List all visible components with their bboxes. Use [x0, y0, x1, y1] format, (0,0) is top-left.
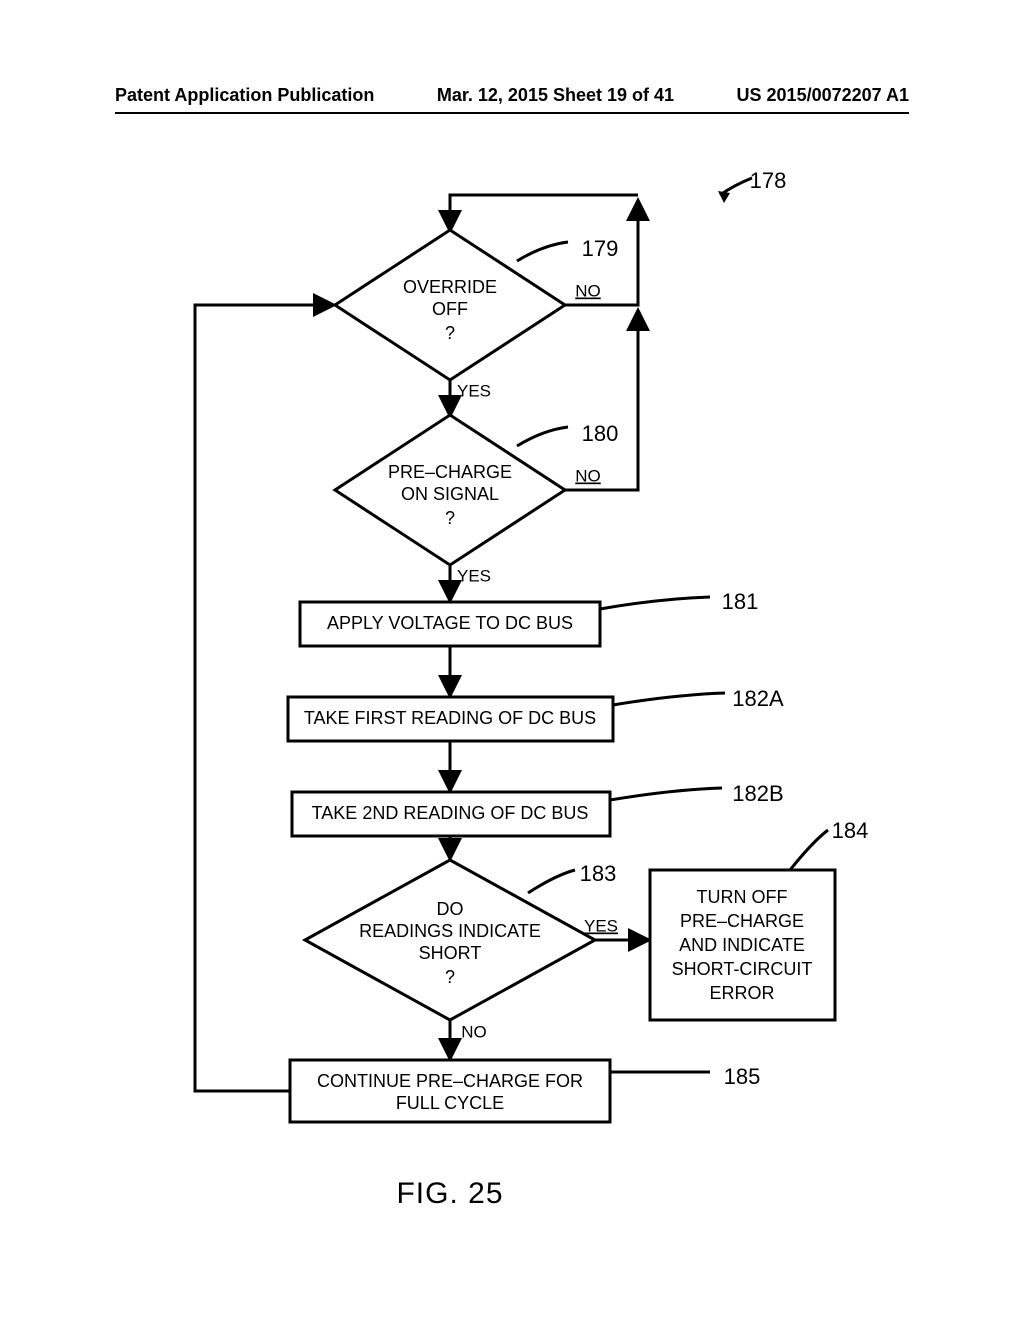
- d179-l2: OFF: [432, 299, 468, 319]
- leader-184: [790, 830, 828, 870]
- b185-l2: FULL CYCLE: [396, 1093, 504, 1113]
- leader-183: [528, 870, 575, 893]
- d180-l2: ON SIGNAL: [401, 484, 499, 504]
- d179-no-label: NO: [575, 281, 601, 300]
- d180-no-label: NO: [575, 466, 601, 485]
- b184-l4: SHORT-CIRCUIT: [672, 959, 813, 979]
- ref-183: 183: [580, 861, 617, 886]
- b182a-text: TAKE FIRST READING OF DC BUS: [304, 708, 596, 728]
- d179-l1: OVERRIDE: [403, 277, 497, 297]
- ref-180: 180: [582, 421, 619, 446]
- figure-label: FIG. 25: [396, 1177, 503, 1210]
- leader-182a: [613, 693, 725, 705]
- leader-178-arrow: [718, 191, 730, 203]
- ref-182a: 182A: [732, 686, 784, 711]
- b184-l1: TURN OFF: [697, 887, 788, 907]
- b182b-text: TAKE 2ND READING OF DC BUS: [312, 803, 589, 823]
- d180-yes-label: YES: [457, 566, 491, 585]
- d183-yes-label: YES: [584, 916, 618, 935]
- ref-179: 179: [582, 236, 619, 261]
- d183-l1: DO: [437, 899, 464, 919]
- ref-182b: 182B: [732, 781, 783, 806]
- b181-text: APPLY VOLTAGE TO DC BUS: [327, 613, 573, 633]
- b184-l5: ERROR: [709, 983, 774, 1003]
- leader-182b: [610, 788, 722, 800]
- d183-l4: ?: [445, 967, 455, 987]
- edge-entry-to-d179: [450, 195, 598, 230]
- d183-l3: SHORT: [419, 943, 482, 963]
- edge-d180-no: [565, 311, 638, 490]
- d180-l3: ?: [445, 508, 455, 528]
- ref-184: 184: [832, 818, 869, 843]
- ref-185: 185: [724, 1064, 761, 1089]
- leader-181: [600, 597, 710, 609]
- flowchart-svg: OVERRIDE OFF ? YES NO PRE–CHARGE ON SIGN…: [0, 0, 1024, 1320]
- b185-l1: CONTINUE PRE–CHARGE FOR: [317, 1071, 583, 1091]
- d183-l2: READINGS INDICATE: [359, 921, 541, 941]
- d179-yes-label: YES: [457, 381, 491, 400]
- b184-l2: PRE–CHARGE: [680, 911, 804, 931]
- d183-no-label: NO: [461, 1022, 487, 1041]
- d179-l3: ?: [445, 323, 455, 343]
- d180-l1: PRE–CHARGE: [388, 462, 512, 482]
- ref-178: 178: [750, 168, 787, 193]
- ref-181: 181: [722, 589, 759, 614]
- b184-l3: AND INDICATE: [679, 935, 805, 955]
- leader-180: [517, 427, 568, 446]
- leader-179: [517, 242, 568, 261]
- page: Patent Application Publication Mar. 12, …: [0, 0, 1024, 1320]
